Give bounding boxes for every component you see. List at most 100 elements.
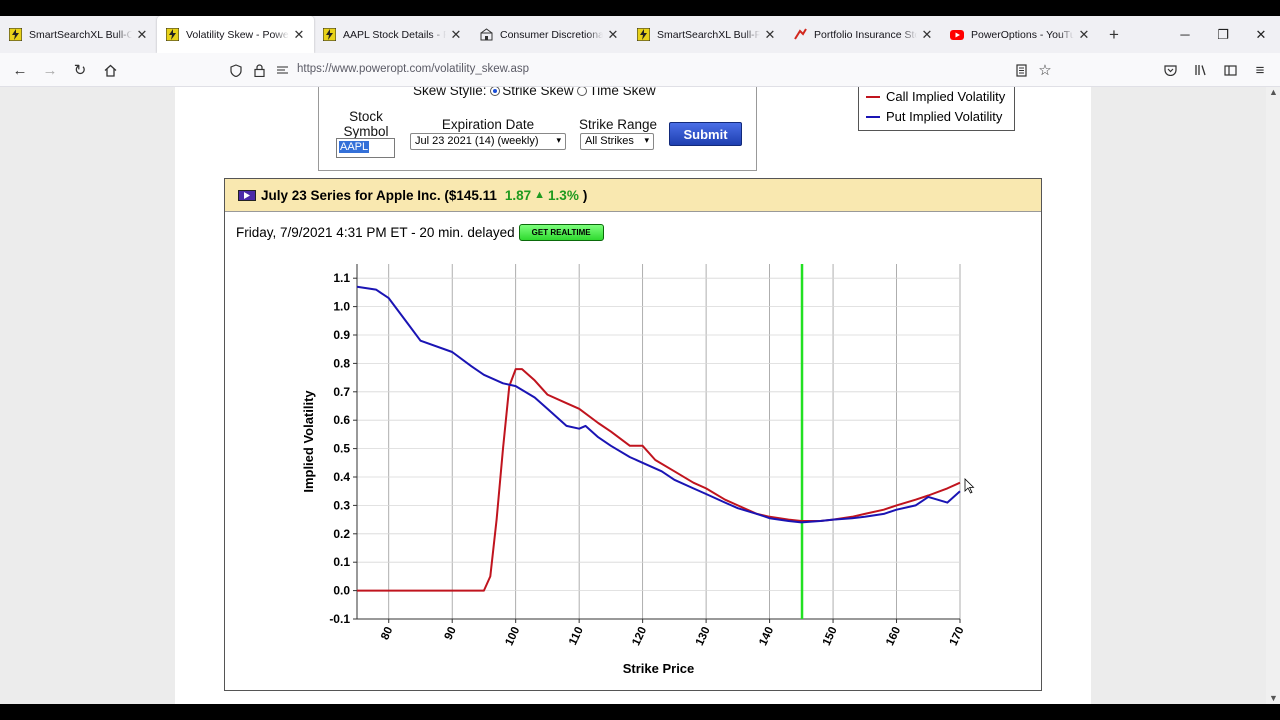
tab-volatility-skew[interactable]: Volatility Skew - PowerOpt ✕ (157, 16, 314, 53)
chevron-down-icon: ▾ (644, 135, 649, 145)
close-tab-icon[interactable]: ✕ (1078, 26, 1090, 42)
home-icon[interactable] (99, 59, 121, 81)
y-tick-label: -0.1 (329, 612, 350, 626)
scroll-up-icon[interactable]: ▲ (1269, 87, 1278, 97)
put-iv-line (356, 285, 961, 524)
poweropt-icon (8, 28, 22, 42)
tab-poweroptions-youtube[interactable]: PowerOptions - YouTube ✕ (942, 16, 1099, 53)
legend-call: Call Implied Volatility (866, 89, 1005, 104)
series-title-close: ) (582, 187, 588, 203)
y-tick-label: 0.8 (333, 356, 350, 370)
close-tab-icon[interactable]: ✕ (607, 26, 619, 42)
expiration-date-label: Expiration Date (441, 117, 535, 132)
minimize-icon[interactable]: ─ (1180, 27, 1190, 42)
url-bar[interactable]: https://www.poweropt.com/volatility_skew… (297, 63, 530, 75)
library-icon[interactable] (1189, 59, 1211, 81)
back-icon[interactable]: ← (12, 61, 28, 79)
pocket-icon[interactable] (1159, 59, 1181, 81)
tab-title: PowerOptions - YouTube (971, 28, 1074, 41)
tab-portfolio-insurance[interactable]: Portfolio Insurance Stop ✕ (785, 16, 942, 53)
y-tick-label: 0.0 (333, 584, 350, 598)
reader-view-icon[interactable] (1010, 59, 1032, 81)
series-panel: July 23 Series for Apple Inc. ($145.11 1… (224, 178, 1042, 691)
youtube-icon (950, 28, 964, 42)
y-tick-label: 0.3 (333, 498, 350, 512)
price-change: 1.87 (504, 187, 532, 203)
close-tab-icon[interactable]: ✕ (293, 26, 305, 42)
x-tick-label: 130 (694, 625, 713, 647)
close-window-icon[interactable]: ✕ (1255, 26, 1267, 42)
close-tab-icon[interactable]: ✕ (764, 26, 776, 42)
poweropt-icon (165, 28, 179, 42)
poweropt-icon (636, 28, 650, 42)
timestamp-text: Friday, 7/9/2021 4:31 PM ET - 20 min. de… (236, 225, 515, 240)
legend-put: Put Implied Volatility (866, 109, 1002, 124)
x-tick-label: 120 (630, 625, 649, 647)
page-info-icon[interactable] (271, 59, 293, 81)
tab-title: SmartSearchXL Bull-Call (29, 28, 132, 41)
tab-title: SmartSearchXL Bull-Put Credit (657, 28, 760, 41)
mouse-cursor-icon (964, 478, 975, 494)
price-change-pct: 1.3% (548, 187, 579, 203)
get-realtime-button[interactable]: GET REALTIME (518, 224, 604, 241)
strike-range-select[interactable]: All Strikes ▾ (580, 133, 654, 150)
x-tick-label: 100 (503, 625, 522, 647)
restore-icon[interactable]: ❐ (1217, 26, 1229, 42)
reload-icon[interactable]: ↻ (73, 62, 87, 79)
nav-bar: ← → ↻ https://www.poweropt.com/volatilit… (0, 53, 1280, 87)
chart-legend: Call Implied Volatility Put Implied Vola… (858, 87, 1015, 131)
sidebar-icon[interactable] (1219, 59, 1241, 81)
lock-icon[interactable] (248, 59, 270, 81)
skew-style-row: Skew Stylie: Strike Skew Time Skew (413, 87, 656, 98)
tab-aapl-stock-details[interactable]: AAPL Stock Details - PowerOpt ✕ (314, 16, 471, 53)
tab-title: Portfolio Insurance Stop (814, 28, 917, 41)
call-iv-line (357, 368, 961, 592)
time-skew-radio[interactable] (577, 87, 588, 96)
skew-style-label: Skew Stylie: (413, 87, 487, 98)
series-header: July 23 Series for Apple Inc. ($145.11 1… (225, 179, 1041, 212)
x-tick-label: 80 (379, 625, 395, 642)
y-tick-label: 0.5 (333, 442, 350, 456)
timestamp-row: Friday, 7/9/2021 4:31 PM ET - 20 min. de… (236, 224, 604, 241)
shield-icon[interactable] (225, 59, 247, 81)
video-icon[interactable] (238, 189, 256, 201)
close-tab-icon[interactable]: ✕ (450, 26, 462, 42)
x-tick-label: 90 (443, 625, 459, 642)
bookmark-star-icon[interactable]: ☆ (1038, 62, 1052, 79)
strike-range-label: Strike Range (578, 117, 658, 132)
volatility-skew-chart: -0.1 0.0 0.1 0.2 0.3 0.4 0.5 0.6 0.7 0.8 0.9 1.0 1.1… (301, 264, 975, 676)
y-tick-label: 0.7 (333, 385, 350, 399)
forward-icon[interactable]: → (42, 61, 58, 79)
new-tab-button[interactable]: + (1109, 24, 1119, 44)
tab-title: Volatility Skew - PowerOpt (186, 28, 289, 41)
up-arrow-icon: ▲ (534, 189, 546, 201)
x-axis-label: Strike Price (623, 661, 695, 676)
submit-button[interactable]: Submit (669, 122, 742, 146)
y-tick-label: 0.6 (333, 413, 350, 427)
x-tick-label: 110 (567, 625, 586, 647)
y-tick-label: 1.0 (333, 300, 350, 314)
strike-skew-radio[interactable] (490, 87, 501, 96)
page-viewport: Skew Stylie: Strike Skew Time Skew Stock… (0, 87, 1280, 704)
sector-icon (479, 28, 493, 42)
y-tick-label: 0.9 (333, 328, 350, 342)
tab-consumer-discretionary[interactable]: Consumer Discretionary ✕ (471, 16, 628, 53)
tab-bar: SmartSearchXL Bull-Call ✕ Volatility Ske… (0, 16, 1280, 53)
legend-put-swatch (866, 115, 880, 118)
close-tab-icon[interactable]: ✕ (921, 26, 933, 42)
stock-symbol-input[interactable]: AAPL (336, 138, 395, 158)
tab-smartsearch-bull-put[interactable]: SmartSearchXL Bull-Put Credit ✕ (628, 16, 785, 53)
y-tick-label: 0.1 (333, 555, 350, 569)
close-tab-icon[interactable]: ✕ (136, 26, 148, 42)
tab-smartsearch-bull-call[interactable]: SmartSearchXL Bull-Call ✕ (0, 16, 157, 53)
scroll-down-icon[interactable]: ▼ (1269, 693, 1278, 703)
y-tick-label: 1.1 (333, 271, 350, 285)
screen-bottom-edge (0, 704, 1280, 720)
poweropt-icon (322, 28, 336, 42)
vertical-scrollbar[interactable]: ▲ ▼ (1266, 87, 1280, 704)
tab-title: AAPL Stock Details - PowerOpt (343, 28, 446, 41)
y-tick-label: 0.2 (333, 527, 350, 541)
y-axis-label: Implied Volatility (301, 390, 316, 493)
expiration-date-select[interactable]: Jul 23 2021 (14) (weekly) ▾ (410, 133, 566, 150)
menu-icon[interactable]: ≡ (1255, 61, 1265, 79)
